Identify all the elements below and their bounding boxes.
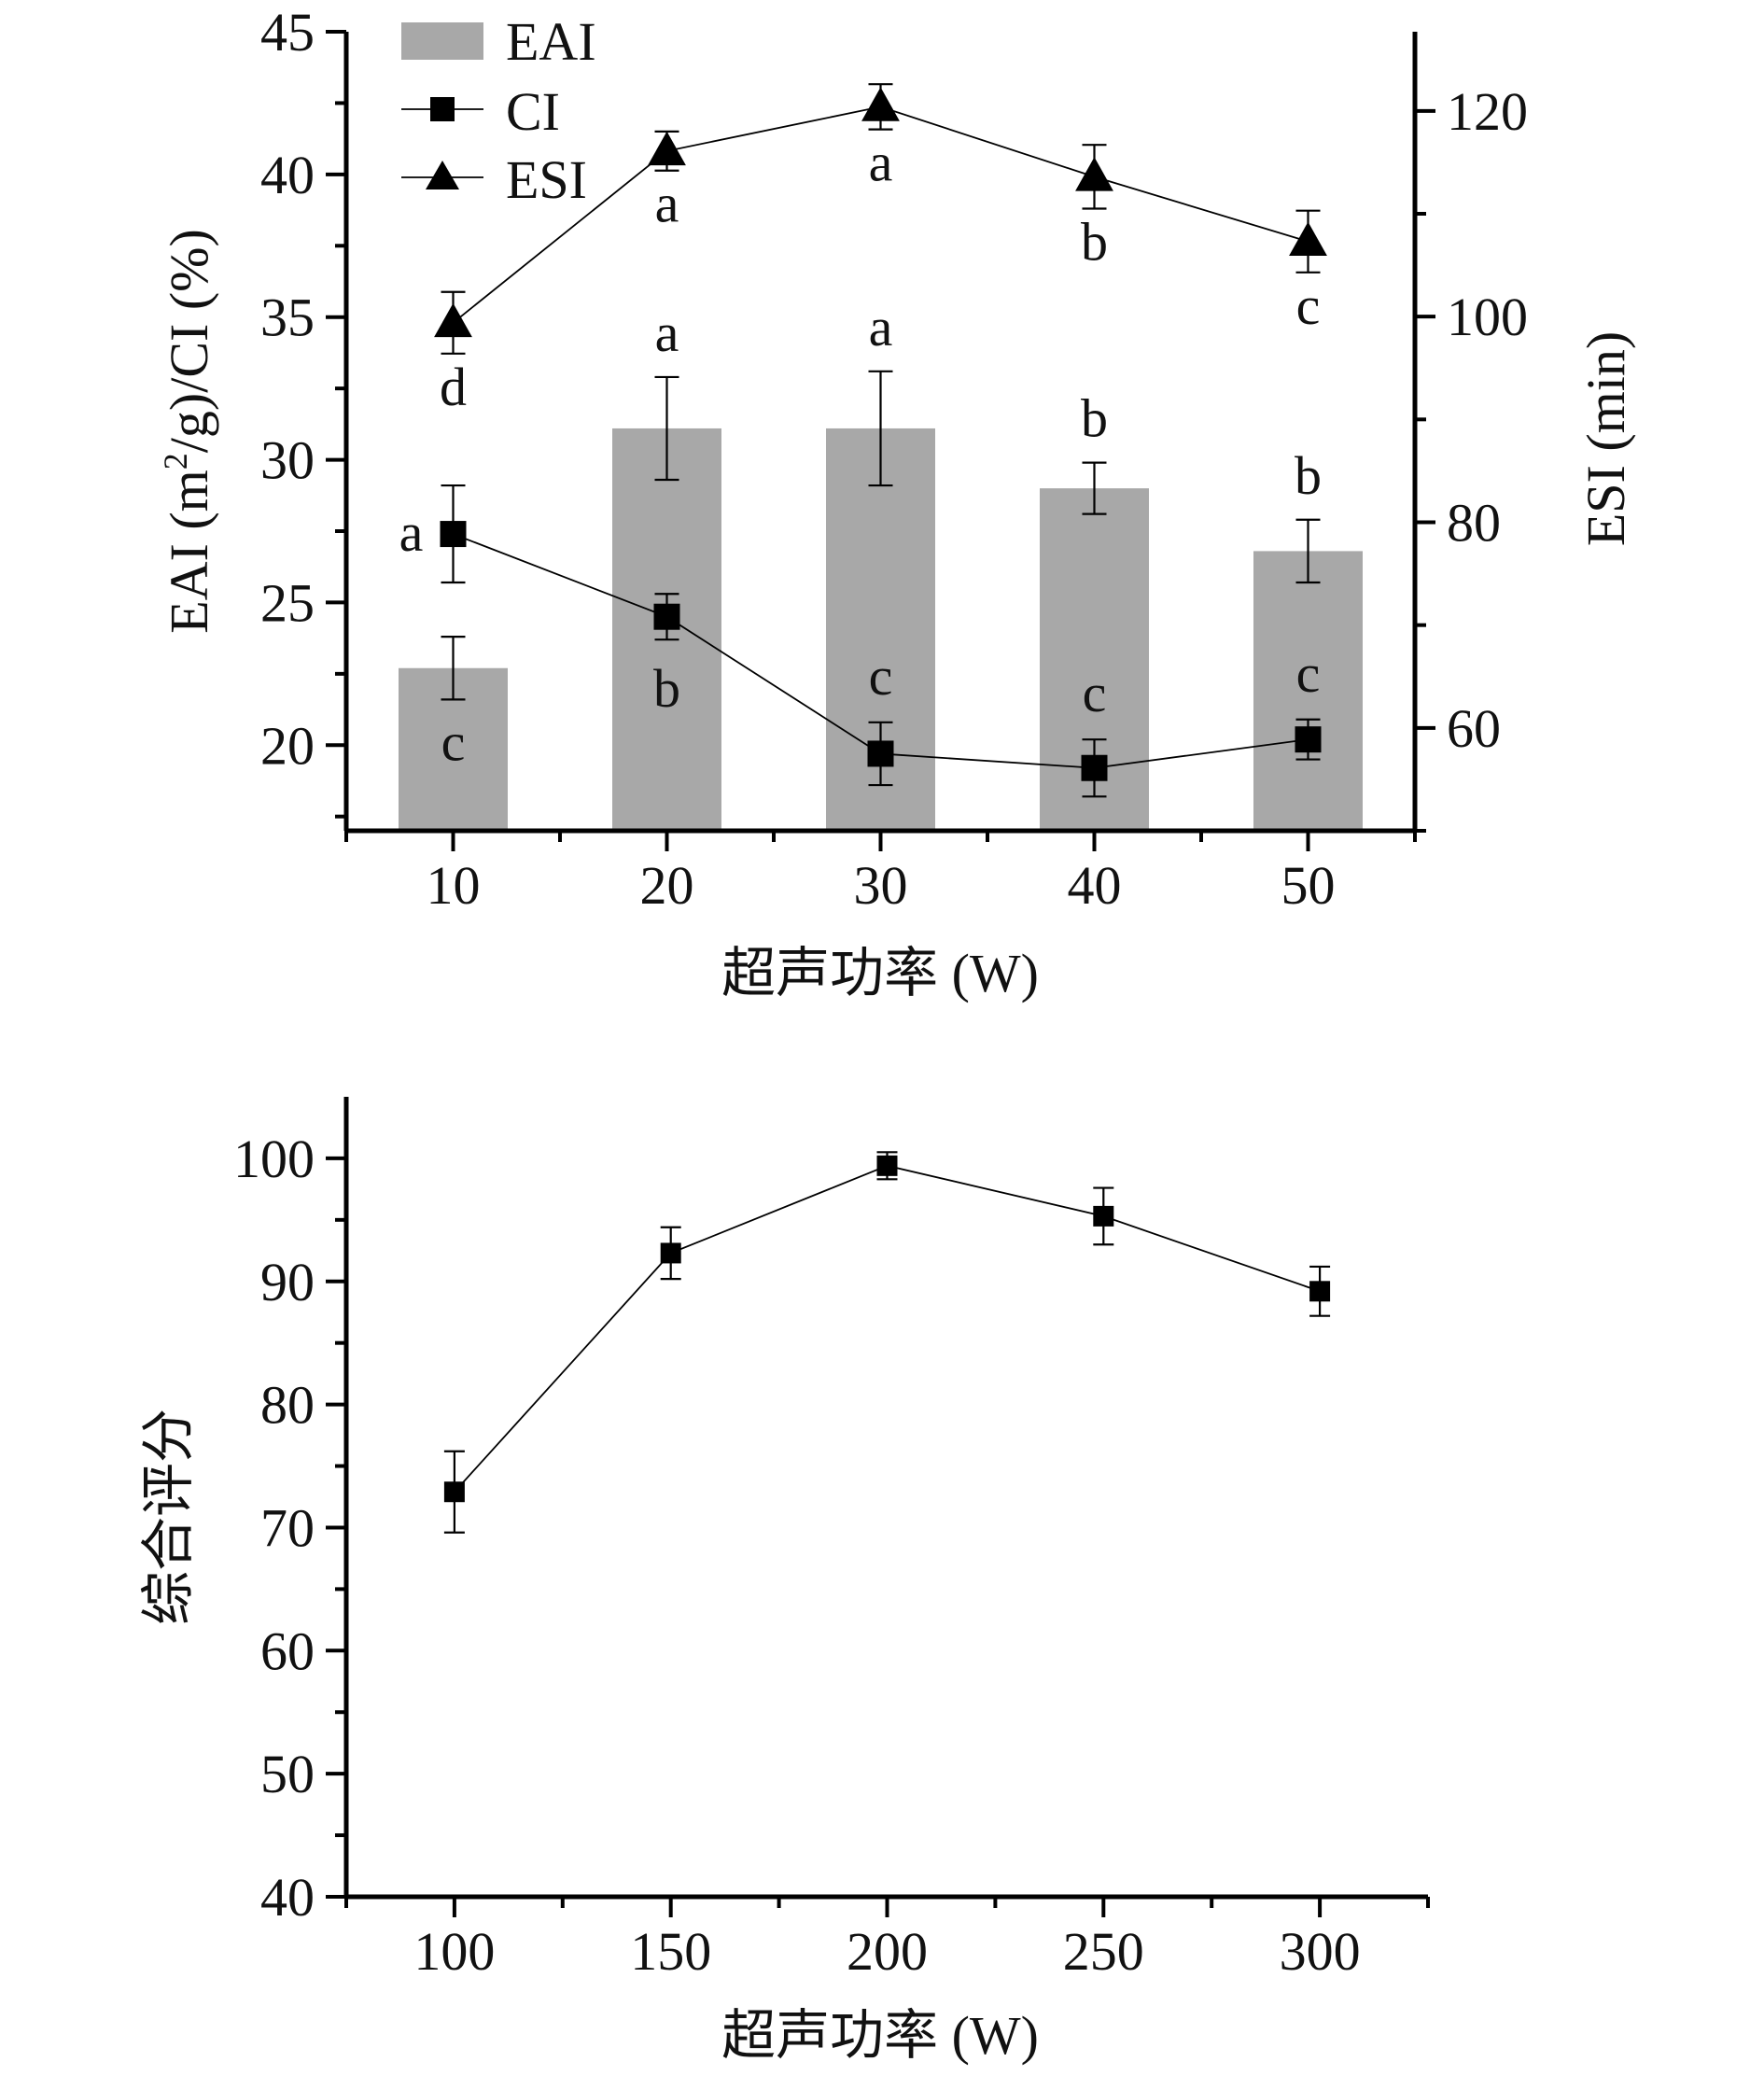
ci-sig-letter: a [399, 502, 424, 563]
eai-sig-letter: b [1081, 388, 1108, 449]
y-tick-label: 35 [260, 288, 315, 348]
y-axis-title-right: ESI (min) [1575, 331, 1636, 546]
x-tick-label: 50 [1281, 855, 1336, 916]
legend-marker-ci [430, 97, 455, 121]
ci-marker [653, 603, 680, 630]
esi-marker [648, 131, 686, 166]
y-tick-label: 40 [260, 145, 315, 205]
esi-marker [861, 87, 900, 121]
ci-sig-letter: c [869, 646, 893, 707]
legend-marker-esi [426, 161, 459, 189]
eai-sig-letter: a [655, 302, 679, 363]
y2-tick-label: 100 [1447, 287, 1528, 347]
y-tick-label: 90 [260, 1252, 315, 1312]
legend-label-esi: ESI [506, 149, 587, 210]
ci-marker [1081, 754, 1108, 781]
x-tick-label: 20 [640, 855, 694, 916]
ci-marker [867, 740, 894, 767]
y-tick-label: 70 [260, 1497, 315, 1558]
eai-sig-letter: b [1295, 445, 1322, 506]
y-tick-label: 60 [260, 1620, 315, 1681]
x-tick-label: 40 [1068, 855, 1122, 916]
ci-marker [440, 521, 467, 548]
eai-sig-letter: a [869, 297, 893, 358]
ci-sig-letter: c [1083, 663, 1107, 723]
esi-sig-letter: a [869, 133, 893, 193]
ci-sig-letter: b [653, 658, 680, 719]
x-tick-label: 300 [1280, 1921, 1361, 1982]
y-tick-label: 25 [260, 572, 315, 633]
ci-sig-letter: c [1296, 643, 1321, 704]
esi-marker [1075, 157, 1113, 191]
y2-tick-label: 60 [1447, 698, 1501, 759]
y-tick-label: 50 [260, 1744, 315, 1804]
score-marker [660, 1242, 681, 1264]
y2-tick-label: 80 [1447, 492, 1501, 553]
esi-sig-letter: c [1296, 275, 1321, 336]
x-tick-label: 200 [847, 1921, 928, 1982]
score-series [443, 1151, 1331, 1534]
esi-sig-letter: d [440, 357, 467, 417]
legend-swatch-eai [401, 22, 483, 60]
score-marker [1093, 1205, 1114, 1227]
x-axis-title: 超声功率 (W) [721, 943, 1039, 1003]
eai-sig-letter: c [441, 711, 466, 772]
esi-sig-letter: b [1081, 211, 1108, 272]
y-tick-label: 80 [260, 1375, 315, 1436]
score-line [454, 1164, 1321, 1493]
esi-marker [434, 302, 472, 338]
y-axis-title: 综合评分 [138, 1409, 199, 1625]
x-tick-label: 100 [413, 1921, 495, 1982]
esi-sig-letter: a [655, 174, 679, 234]
y-tick-label: 100 [233, 1129, 315, 1189]
y-tick-label: 45 [260, 2, 315, 63]
score-chart: 40 50 60 70 80 90 100 100 150 200 250 300 综合评分 超声功率… [138, 1097, 1430, 2066]
score-marker [443, 1481, 465, 1503]
eai-bar [1253, 551, 1363, 831]
y-tick-label: 40 [260, 1867, 315, 1928]
y-tick-label: 30 [260, 430, 315, 491]
y2-tick-label: 120 [1447, 81, 1528, 142]
legend: EAI CI ESI [401, 11, 596, 210]
axes: 20 25 30 35 40 45 60 80 100 120 10 20 30 40 50 [260, 2, 1528, 916]
legend-label-eai: EAI [506, 11, 596, 72]
y-tick-label: 20 [260, 715, 315, 776]
esi-marker [1289, 221, 1327, 257]
y-axis-title-left: EAI (m2/g)/CI (%) [157, 229, 219, 634]
series-lines [434, 83, 1327, 798]
score-marker [1309, 1281, 1331, 1302]
significance-labels: c a d a b a a c a b c b b c c [399, 133, 1322, 773]
ci-marker [1295, 726, 1322, 753]
x-tick-label: 250 [1063, 1921, 1144, 1982]
emulsifying-chart: 20 25 30 35 40 45 60 80 100 120 10 20 30 40 50 c a d a b a a… [157, 2, 1636, 1003]
legend-label-ci: CI [506, 81, 560, 142]
x-tick-label: 10 [427, 855, 481, 916]
axes: 40 50 60 70 80 90 100 100 150 200 250 300 [233, 1097, 1430, 1982]
x-axis-title: 超声功率 (W) [721, 2005, 1039, 2066]
x-tick-label: 150 [630, 1921, 711, 1982]
score-marker [876, 1155, 898, 1176]
x-tick-label: 30 [854, 855, 908, 916]
